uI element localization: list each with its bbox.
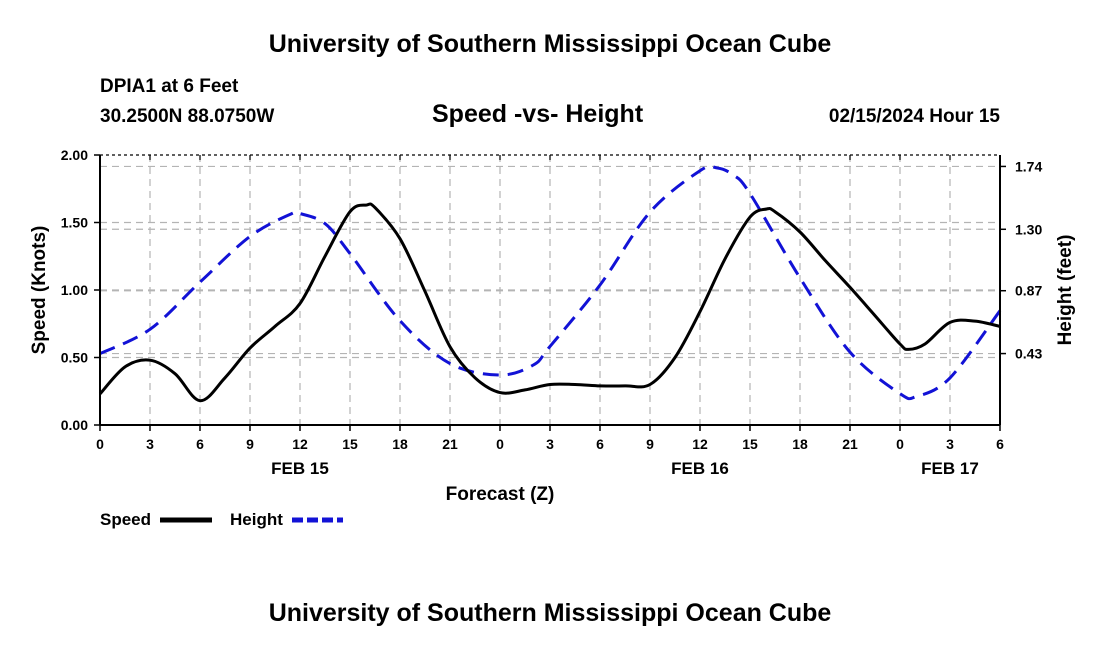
y2-axis-title: Height (feet) bbox=[1055, 235, 1076, 346]
date-label: FEB 17 bbox=[921, 459, 979, 478]
legend-layer: Speed Height bbox=[100, 510, 343, 529]
x-tick-label: 6 bbox=[996, 436, 1004, 452]
x-axis-title: Forecast (Z) bbox=[446, 484, 555, 505]
x-tick-label: 3 bbox=[146, 436, 154, 452]
y-tick-label: 2.00 bbox=[61, 147, 88, 163]
footer-title: University of Southern Mississippi Ocean… bbox=[268, 599, 832, 627]
height-series-line bbox=[99, 164, 1002, 401]
x-tick-label: 0 bbox=[496, 436, 504, 452]
legend-speed-label: Speed bbox=[100, 510, 151, 529]
x-tick-label: 18 bbox=[392, 436, 408, 452]
labels-layer: 0 3 6 9 12 15 18 21 0 3 6 9 12 15 18 21 0 3 6 FEB 15 FEB 16 F… bbox=[29, 147, 1076, 505]
date-label: FEB 15 bbox=[271, 459, 329, 478]
x-tick-label: 0 bbox=[96, 436, 104, 452]
y2-tick-label: 0.43 bbox=[1015, 346, 1042, 362]
chart-subtitle: Speed -vs- Height bbox=[432, 100, 644, 128]
coordinates-label: 30.2500N 88.0750W bbox=[100, 106, 275, 127]
x-tick-label: 0 bbox=[896, 436, 904, 452]
y-tick-label: 1.50 bbox=[61, 215, 88, 231]
x-tick-label: 15 bbox=[342, 436, 358, 452]
station-label: DPIA1 at 6 Feet bbox=[100, 76, 239, 97]
y2-tick-label: 0.87 bbox=[1015, 283, 1042, 299]
speed-series-line bbox=[98, 202, 1001, 403]
x-tick-label: 18 bbox=[792, 436, 808, 452]
x-tick-label: 3 bbox=[546, 436, 554, 452]
legend-height-label: Height bbox=[230, 510, 283, 529]
x-tick-label: 6 bbox=[196, 436, 204, 452]
x-tick-label: 21 bbox=[842, 436, 858, 452]
chart-title: University of Southern Mississippi Ocean… bbox=[268, 30, 832, 58]
ticks-layer bbox=[94, 154, 1006, 431]
date-label: FEB 16 bbox=[671, 459, 729, 478]
x-tick-label: 3 bbox=[946, 436, 954, 452]
x-tick-label: 15 bbox=[742, 436, 758, 452]
x-tick-label: 9 bbox=[246, 436, 254, 452]
y-axis-title: Speed (Knots) bbox=[29, 226, 50, 355]
forecast-datetime: 02/15/2024 Hour 15 bbox=[828, 106, 1000, 127]
x-tick-label: 12 bbox=[692, 436, 708, 452]
x-tick-label: 21 bbox=[442, 436, 458, 452]
y-tick-label: 0.00 bbox=[61, 417, 88, 433]
series-layer bbox=[98, 164, 1002, 403]
x-tick-label: 12 bbox=[292, 436, 308, 452]
y2-tick-label: 1.74 bbox=[1015, 158, 1042, 174]
y-tick-label: 1.00 bbox=[61, 282, 88, 298]
y2-tick-label: 1.30 bbox=[1015, 221, 1042, 237]
y-tick-label: 0.50 bbox=[61, 350, 88, 366]
grid-layer bbox=[100, 155, 1000, 425]
x-tick-label: 6 bbox=[596, 436, 604, 452]
x-tick-label: 9 bbox=[646, 436, 654, 452]
